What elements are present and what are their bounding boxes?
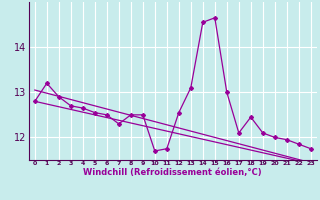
X-axis label: Windchill (Refroidissement éolien,°C): Windchill (Refroidissement éolien,°C) xyxy=(84,168,262,177)
